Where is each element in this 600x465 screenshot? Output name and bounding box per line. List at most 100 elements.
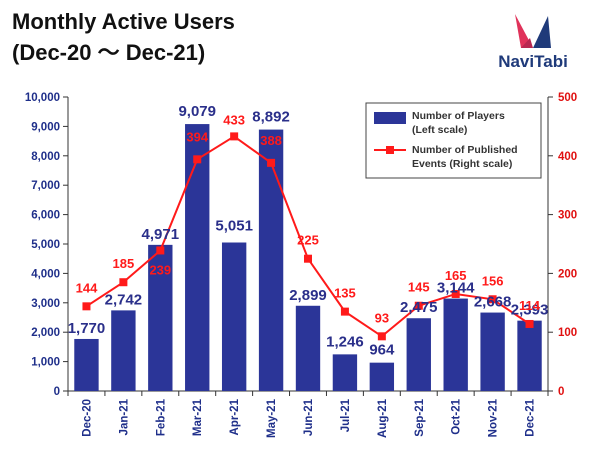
x-tick-label: Mar-21 [192, 398, 204, 436]
line-data-label: 145 [408, 280, 430, 295]
bar-data-label: 5,051 [215, 218, 253, 235]
line-point [193, 155, 202, 164]
right-tick-label: 0 [558, 386, 564, 398]
bar-data-label: 2,475 [400, 299, 438, 316]
bar-data-label: 3,144 [437, 280, 475, 297]
x-tick-label: Nov-21 [488, 398, 500, 437]
left-tick-label: 1,000 [31, 357, 60, 369]
bar-data-label: 964 [369, 342, 395, 359]
line-point [230, 132, 239, 141]
bar [443, 298, 468, 391]
left-tick-label: 10,000 [25, 92, 60, 104]
left-tick-label: 2,000 [31, 327, 60, 339]
bar-data-label: 9,079 [178, 103, 216, 120]
line-point [488, 295, 497, 304]
chart-title: Monthly Active Users (Dec-20 〜 Dec-21) [12, 6, 235, 68]
bar [517, 320, 542, 391]
bar [369, 362, 395, 391]
right-tick-label: 300 [558, 210, 577, 222]
x-tick-label: May-21 [266, 398, 278, 438]
bar-data-label: 1,246 [326, 333, 364, 350]
chart-title-line-2: (Dec-20 〜 Dec-21) [12, 40, 206, 65]
bar-data-label: 8,892 [252, 109, 290, 126]
x-tick-label: Dec-21 [525, 398, 537, 436]
line-data-label: 239 [149, 262, 171, 277]
line-data-label: 225 [297, 233, 319, 248]
logo-text: NaviTabi [498, 52, 568, 71]
line-data-label: 156 [482, 273, 504, 288]
left-tick-label: 5,000 [31, 239, 60, 251]
x-tick-label: Oct-21 [451, 398, 463, 434]
x-tick-label: Dec-20 [81, 399, 93, 437]
right-tick-label: 400 [558, 151, 577, 163]
line-data-label: 185 [113, 256, 135, 271]
x-tick-label: Jun-21 [303, 398, 315, 436]
bar [111, 310, 136, 391]
legend-line-label: Number of Published [412, 144, 518, 156]
right-tick-label: 100 [558, 327, 577, 339]
line-point [267, 158, 276, 167]
x-tick-label: Jan-21 [118, 398, 130, 435]
x-tick-label: Jul-21 [340, 398, 352, 432]
line-point [414, 301, 423, 310]
legend-line-sublabel: Events (Right scale) [412, 158, 512, 170]
bar [295, 305, 321, 391]
left-tick-label: 0 [54, 386, 60, 398]
bar-data-label: 4,971 [142, 226, 180, 243]
bar [258, 129, 284, 391]
legend-bar-sublabel: (Left scale) [412, 124, 467, 136]
line-point [377, 332, 386, 341]
line-data-label: 93 [375, 310, 389, 325]
line-point [156, 246, 165, 255]
legend-bar-swatch [374, 112, 406, 124]
bar [148, 244, 173, 391]
line-point [525, 319, 534, 328]
logo-mark-icon [515, 14, 551, 48]
x-tick-label: Apr-21 [229, 398, 241, 435]
line-data-label: 433 [223, 112, 245, 127]
bar-data-label: 2,668 [474, 294, 512, 311]
line-data-label: 114 [519, 298, 541, 313]
bar [185, 124, 210, 392]
left-tick-label: 3,000 [31, 298, 60, 310]
line-data-label: 165 [445, 268, 467, 283]
right-tick-label: 500 [558, 92, 577, 104]
events-line [82, 132, 534, 341]
bar [221, 242, 247, 391]
left-tick-label: 7,000 [31, 180, 60, 192]
left-tick-label: 6,000 [31, 210, 60, 222]
line-data-label: 394 [186, 129, 208, 144]
legend-line-marker [386, 146, 394, 154]
x-tick-label: Feb-21 [155, 398, 167, 436]
left-tick-label: 8,000 [31, 151, 60, 163]
line-data-label: 388 [260, 133, 282, 148]
bar-data-label: 1,770 [68, 320, 106, 337]
line-point [340, 307, 349, 316]
data-labels: 1,770 2,742 4,971 9,079 5,051 8,892 2,899 1,246… [68, 103, 549, 359]
x-tick-label: Sep-21 [414, 398, 426, 436]
x-tick-label: Aug-21 [377, 398, 389, 438]
bar-data-label: 2,742 [105, 291, 143, 308]
line-data-label: 135 [334, 286, 356, 301]
legend: Number of Players (Left scale) Number of P… [365, 102, 542, 179]
left-tick-label: 4,000 [31, 268, 60, 280]
bar [480, 312, 505, 391]
legend-bar-label: Number of Players [412, 110, 505, 122]
navitabi-logo: NaviTabi [478, 8, 588, 76]
bar-data-label: 2,899 [289, 287, 327, 304]
line-point [119, 278, 128, 287]
axes: 0 1,000 2,000 3,000 4,000 5,000 6,000 7,000 8,00… [25, 92, 577, 438]
line-point [304, 254, 312, 263]
line-point [451, 289, 460, 298]
bar [406, 318, 431, 391]
bars [74, 124, 542, 392]
line-data-label: 144 [76, 280, 98, 295]
bar [332, 354, 358, 391]
line-point [82, 302, 91, 311]
right-tick-label: 200 [558, 268, 577, 280]
chart-title-line-1: Monthly Active Users [12, 9, 235, 34]
left-tick-label: 9,000 [31, 121, 60, 133]
bar [74, 338, 99, 391]
bar-data-label: 2,393 [511, 302, 549, 319]
